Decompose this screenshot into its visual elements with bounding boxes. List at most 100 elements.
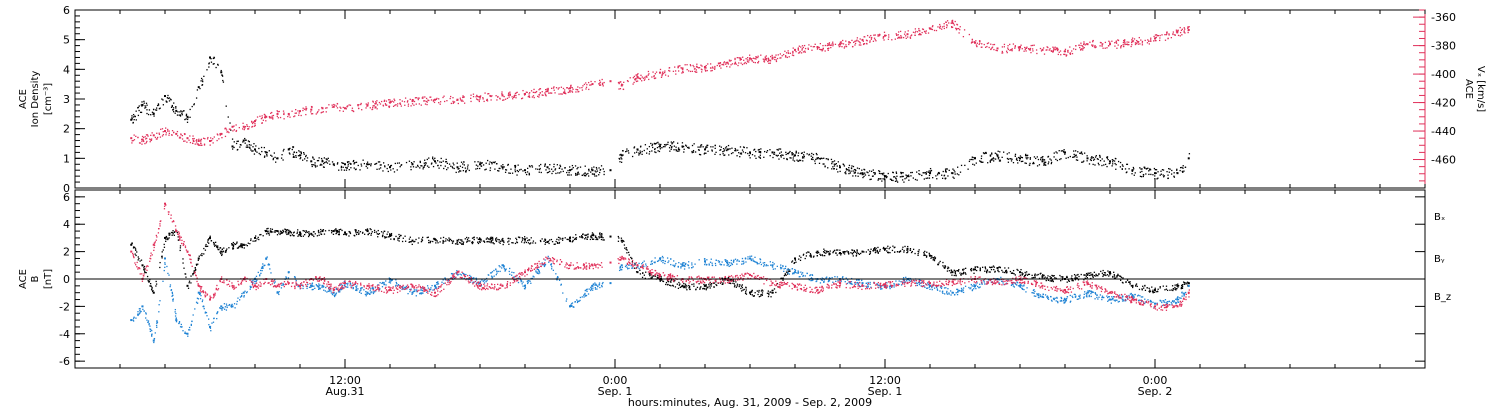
data-point <box>180 134 182 136</box>
data-point <box>524 286 527 289</box>
data-point <box>1148 173 1150 176</box>
data-point <box>1018 46 1020 48</box>
data-point <box>598 233 601 235</box>
data-point <box>366 228 369 231</box>
data-point <box>467 240 469 242</box>
data-point <box>718 261 720 263</box>
data-point <box>1063 151 1065 154</box>
data-point <box>564 237 566 239</box>
data-point <box>299 110 301 113</box>
data-point <box>299 235 301 237</box>
data-point <box>1180 297 1182 299</box>
data-point <box>214 241 217 243</box>
data-point <box>353 163 355 165</box>
data-point <box>1135 39 1138 42</box>
data-point <box>675 148 677 151</box>
data-point <box>1025 157 1027 159</box>
data-point <box>752 57 755 59</box>
data-point <box>203 143 206 145</box>
data-point <box>810 254 812 256</box>
data-point <box>793 262 795 265</box>
data-point <box>286 233 288 236</box>
data-point <box>189 329 191 331</box>
data-point <box>623 240 625 243</box>
data-point <box>487 274 489 276</box>
data-point <box>699 154 702 156</box>
data-point <box>869 252 871 254</box>
data-point <box>131 142 133 144</box>
data-point <box>1184 32 1186 34</box>
data-point <box>573 238 576 241</box>
data-point <box>159 136 162 138</box>
data-point <box>584 293 586 296</box>
data-point <box>953 274 955 277</box>
data-point <box>804 51 806 53</box>
data-point <box>568 174 570 176</box>
data-point <box>462 241 465 243</box>
data-point <box>268 232 270 234</box>
data-point <box>1163 175 1166 177</box>
data-point <box>319 164 321 166</box>
data-point <box>243 244 246 246</box>
data-point <box>1104 47 1106 49</box>
data-point <box>748 54 751 56</box>
data-point <box>396 169 398 171</box>
data-point <box>193 272 195 275</box>
data-point <box>209 57 211 59</box>
data-point <box>205 243 207 246</box>
data-point <box>312 231 315 233</box>
data-point <box>718 260 721 263</box>
data-point <box>198 293 201 296</box>
data-point <box>754 292 756 294</box>
data-point <box>550 87 553 90</box>
data-point <box>255 235 257 237</box>
data-point <box>742 151 744 153</box>
data-point <box>277 111 279 113</box>
data-point <box>829 44 831 46</box>
data-point <box>485 168 487 170</box>
data-point <box>722 148 725 150</box>
data-point <box>798 45 801 47</box>
data-point <box>433 159 435 161</box>
data-point <box>732 152 734 154</box>
data-point <box>1098 273 1100 275</box>
data-point <box>758 150 760 153</box>
data-point <box>314 233 316 235</box>
data-point <box>133 139 136 141</box>
data-point <box>326 159 328 161</box>
data-point <box>372 291 374 293</box>
data-point <box>954 171 956 173</box>
data-point <box>184 118 186 121</box>
data-point <box>1154 289 1156 291</box>
data-point <box>320 228 322 231</box>
data-point <box>213 244 215 246</box>
data-point <box>421 165 423 167</box>
data-point <box>376 108 378 110</box>
data-point <box>490 99 492 101</box>
data-point <box>152 134 155 137</box>
data-point <box>1164 289 1166 291</box>
data-point <box>253 125 256 127</box>
data-point <box>248 141 251 143</box>
data-point <box>832 43 834 45</box>
data-point <box>291 148 293 151</box>
data-point <box>773 153 776 155</box>
data-point <box>563 92 566 94</box>
data-point <box>572 239 574 242</box>
data-point <box>1071 52 1074 55</box>
data-point <box>1119 161 1122 164</box>
data-point <box>688 147 690 149</box>
data-point <box>1107 296 1109 299</box>
data-point <box>1126 163 1129 166</box>
data-point <box>564 167 566 169</box>
data-point <box>1007 45 1009 47</box>
data-point <box>516 174 518 176</box>
data-point <box>302 159 304 161</box>
data-point <box>972 158 974 161</box>
data-point <box>892 245 894 247</box>
data-point <box>290 232 293 234</box>
data-point <box>383 230 385 232</box>
data-point <box>188 139 190 141</box>
data-point <box>723 154 725 157</box>
data-point <box>1098 154 1101 157</box>
